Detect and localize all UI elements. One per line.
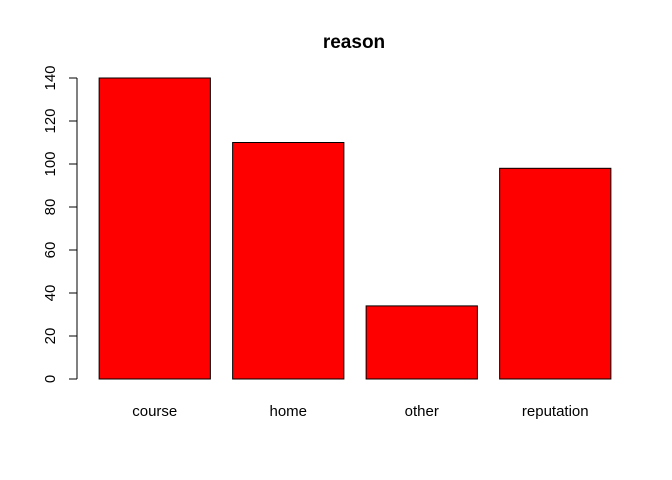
y-tick-label: 40 [42,285,59,302]
y-tick-label: 0 [42,375,59,383]
x-tick-label: home [269,403,307,420]
bar-course [98,77,211,380]
y-axis: 0 20 40 60 80 100 120 140 [42,65,78,383]
y-tick-label: 140 [42,65,59,90]
bar-reputation [499,167,612,380]
y-tick-label: 80 [42,199,59,216]
x-tick-label: other [405,403,439,420]
x-tick-label: reputation [522,403,589,420]
bar-other [365,305,478,380]
y-tick-label: 120 [42,108,59,133]
bars [98,77,612,380]
y-tick-label: 100 [42,151,59,176]
x-axis-labels: course home other reputation [132,403,588,420]
y-tick-label: 20 [42,328,59,345]
chart-title: reason [323,32,385,53]
x-tick-label: course [132,403,177,420]
y-tick-label: 60 [42,242,59,259]
bar-home [232,142,345,380]
